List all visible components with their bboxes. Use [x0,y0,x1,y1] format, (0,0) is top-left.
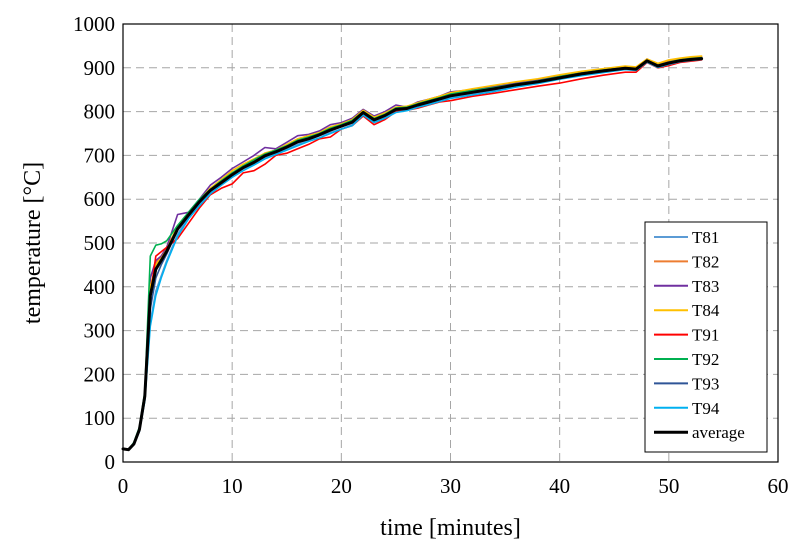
legend: T81 T82 T83 T84 T91 T92 T93 T94 average [644,221,768,453]
legend-label-t83: T83 [692,277,719,296]
y-tick-label: 300 [84,319,116,343]
x-axis-title: time [minutes] [380,515,521,541]
x-tick-label: 30 [440,474,461,498]
tick-labels: 0 10 20 30 40 50 60010020030040050060070080090… [73,12,789,498]
legend-label-t92: T92 [692,350,719,369]
legend-label-t82: T82 [692,252,719,271]
y-tick-label: 400 [84,275,116,299]
y-tick-label: 700 [84,143,116,167]
y-tick-label: 200 [84,362,116,386]
y-axis-title: temperature [°C] [20,162,46,324]
x-tick-label: 20 [331,474,352,498]
plot-frame [122,23,779,463]
y-tick-label: 1000 [73,12,115,36]
y-tick-label: 600 [84,187,116,211]
y-tick-label: 500 [84,231,116,255]
series-line-t94 [122,58,703,451]
series-lines [121,55,704,452]
x-tick-label: 10 [222,474,243,498]
legend-label-t94: T94 [692,399,720,418]
x-tick-label: 0 [118,474,129,498]
x-tick-label: 50 [658,474,679,498]
legend-box [644,221,768,453]
legend-label-t93: T93 [692,374,719,393]
y-tick-label: 100 [84,406,116,430]
y-tick-label: 900 [84,56,116,80]
y-tick-label: 0 [105,450,116,474]
series-line-t91 [122,59,703,451]
x-tick-label: 60 [768,474,789,498]
x-tick-label: 40 [549,474,570,498]
y-tick-label: 800 [84,100,116,124]
series-line-t82 [122,55,703,451]
legend-label-average: average [692,423,745,442]
series-line-t93 [122,58,703,451]
gridlines [123,24,778,462]
series-line-t81 [122,58,703,451]
series-line-t92 [122,56,703,451]
series-line-average [121,57,704,452]
legend-label-t81: T81 [692,228,719,247]
legend-label-t91: T91 [692,326,719,345]
series-line-t84 [122,55,703,451]
legend-label-t84: T84 [692,301,720,320]
series-line-t83 [122,57,703,451]
